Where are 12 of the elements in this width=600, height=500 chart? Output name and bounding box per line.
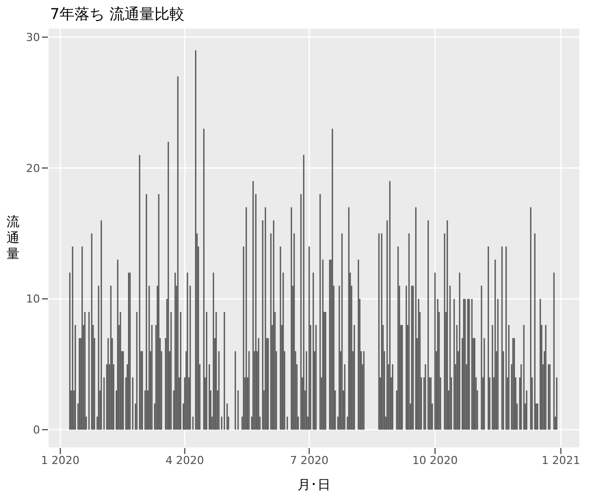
x-axis-title: 月･日 [298, 478, 330, 493]
x-tick-label: 7 2020 [290, 454, 328, 467]
x-tick-label: 1 2020 [41, 454, 80, 467]
y-tick-label: 20 [26, 162, 40, 175]
y-tick-label: 0 [33, 424, 40, 437]
y-tick-label: 10 [26, 292, 40, 306]
x-tick-label: 10 2020 [412, 454, 458, 467]
x-tick-label: 1 2021 [542, 454, 580, 467]
x-tick-label: 4 2020 [166, 454, 204, 467]
chart-title: 7年落ち 流通量比較 [50, 5, 184, 24]
y-tick-label: 30 [26, 31, 40, 44]
y-axis-title: 流通量 [6, 215, 20, 263]
